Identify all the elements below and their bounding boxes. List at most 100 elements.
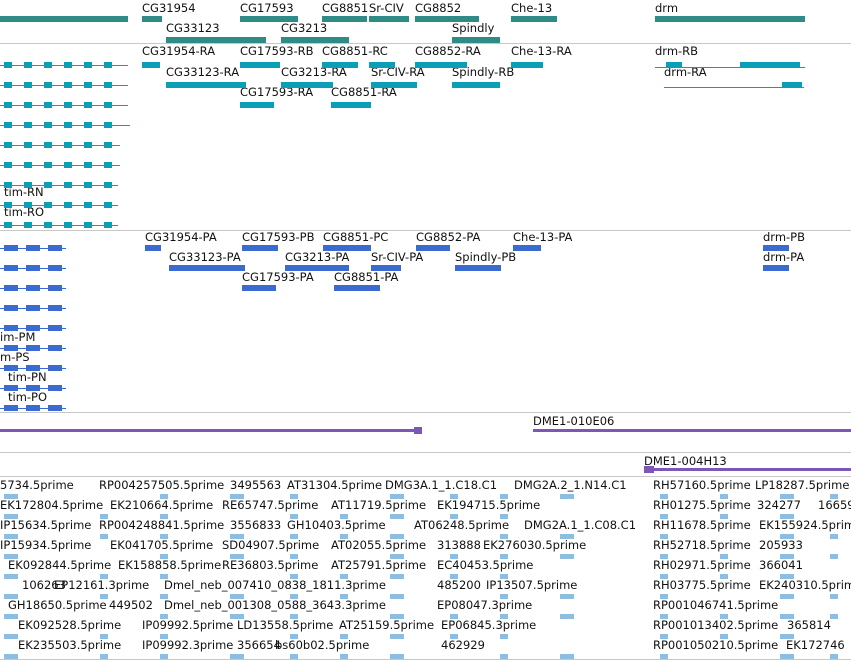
- transcript-feature[interactable]: [369, 62, 395, 68]
- transcripts-rna-label-cg17593-ra[interactable]: CG17593-RA: [240, 85, 314, 99]
- tim-protein-exon[interactable]: [26, 305, 40, 311]
- est-mark[interactable]: [450, 614, 458, 619]
- est-mark[interactable]: [160, 514, 168, 519]
- est-mark[interactable]: [100, 594, 108, 599]
- transcript-feature[interactable]: [142, 62, 160, 68]
- tim-exon[interactable]: [84, 142, 92, 148]
- tim-protein-exon[interactable]: [48, 325, 62, 331]
- est-mark[interactable]: [4, 594, 18, 599]
- est-mark[interactable]: [290, 614, 298, 619]
- tim-exon[interactable]: [64, 122, 72, 128]
- transcript-feature[interactable]: [331, 102, 371, 108]
- proteins-label-cg8851-pa[interactable]: CG8851-PA: [334, 270, 399, 284]
- transcript-feature[interactable]: [322, 62, 358, 68]
- protein-feature[interactable]: [242, 245, 278, 251]
- tim-protein-exon[interactable]: [26, 345, 40, 351]
- ests-label-gh18650-5prime[interactable]: GH18650.5prime: [8, 598, 107, 612]
- tim-exon[interactable]: [64, 102, 72, 108]
- ests-label-dmg3a-1-1-c18-c1[interactable]: DMG3A.1_1.C18.C1: [385, 478, 498, 492]
- est-mark[interactable]: [500, 634, 508, 639]
- transcript-feature[interactable]: [452, 82, 500, 88]
- est-mark[interactable]: [780, 594, 794, 599]
- protein-feature[interactable]: [334, 285, 380, 291]
- est-mark[interactable]: [100, 654, 108, 659]
- ests-label-at31304-5prime[interactable]: AT31304.5prime: [287, 478, 383, 492]
- est-mark[interactable]: [340, 654, 348, 659]
- est-mark[interactable]: [160, 654, 168, 659]
- est-mark[interactable]: [450, 494, 458, 499]
- ests-label-356654[interactable]: 356654: [237, 638, 281, 652]
- clone-bar-end[interactable]: [414, 427, 422, 434]
- ests-label-ip13507-5prime[interactable]: IP13507.5prime: [486, 578, 578, 592]
- est-mark[interactable]: [560, 654, 574, 659]
- protein-feature[interactable]: [145, 245, 161, 251]
- est-mark[interactable]: [830, 494, 838, 499]
- transcripts-rna-label-cg31954-ra[interactable]: CG31954-RA: [142, 44, 216, 58]
- est-mark[interactable]: [560, 494, 574, 499]
- est-mark[interactable]: [390, 594, 404, 599]
- tim-exon[interactable]: [4, 122, 12, 128]
- tim-transcript-line[interactable]: [0, 145, 120, 146]
- proteins-label-drm-pa[interactable]: drm-PA: [763, 250, 805, 264]
- transcripts-rna-label-cg8851-rc[interactable]: CG8851-RC: [322, 44, 388, 58]
- tim-exon[interactable]: [84, 222, 92, 228]
- est-mark[interactable]: [100, 534, 108, 539]
- tim-transcript-line[interactable]: [0, 225, 118, 226]
- ests-label-366041[interactable]: 366041: [759, 558, 803, 572]
- est-mark[interactable]: [290, 634, 298, 639]
- tim-exon[interactable]: [104, 82, 112, 88]
- tim-exon[interactable]: [64, 62, 72, 68]
- tim-exon[interactable]: [44, 162, 52, 168]
- tim-exon[interactable]: [24, 102, 32, 108]
- tim-exon[interactable]: [104, 222, 112, 228]
- ests-label-rh03775-5prime[interactable]: RH03775.5prime: [653, 578, 751, 592]
- est-mark[interactable]: [230, 534, 244, 539]
- tim-exon[interactable]: [84, 82, 92, 88]
- clone-bar[interactable]: [533, 429, 851, 432]
- ests-label-ep12161-3prime[interactable]: EP12161.3prime: [54, 578, 150, 592]
- ests-label-re36803-5prime[interactable]: RE36803.5prime: [222, 558, 319, 572]
- tim-protein-exon[interactable]: [48, 385, 62, 391]
- est-mark[interactable]: [4, 534, 18, 539]
- tim-exon[interactable]: [4, 62, 12, 68]
- tim-protein-exon[interactable]: [26, 385, 40, 391]
- proteins-label-sr-civ-pa[interactable]: Sr-CIV-PA: [371, 250, 424, 264]
- ests-label-5734-5prime[interactable]: 5734.5prime: [0, 478, 74, 492]
- proteins-label-che-13-pa[interactable]: Che-13-PA: [513, 230, 573, 244]
- tim-protein-exon[interactable]: [26, 405, 40, 411]
- ests-label-re65747-5prime[interactable]: RE65747.5prime: [222, 498, 319, 512]
- gene-feature[interactable]: [511, 16, 557, 22]
- ests-label-rh57160-5prime[interactable]: RH57160.5prime: [653, 478, 751, 492]
- est-mark[interactable]: [4, 634, 18, 639]
- ests-label-ek194715-5prime[interactable]: EK194715.5prime: [437, 498, 541, 512]
- est-mark[interactable]: [830, 614, 838, 619]
- ests-label-dmel-neb-001308-0588-3643-3prime[interactable]: Dmel_neb_001308_0588_3643.3prime: [164, 598, 386, 612]
- est-mark[interactable]: [500, 654, 508, 659]
- est-mark[interactable]: [720, 554, 728, 559]
- ests-label-at25791-5prime[interactable]: AT25791.5prime: [331, 558, 427, 572]
- ests-label-at02055-5prime[interactable]: AT02055.5prime: [331, 538, 427, 552]
- tim-exon[interactable]: [4, 102, 12, 108]
- tim-exon[interactable]: [4, 222, 12, 228]
- est-mark[interactable]: [500, 594, 508, 599]
- est-mark[interactable]: [390, 494, 404, 499]
- tim-exon[interactable]: [104, 162, 112, 168]
- proteins-label-cg31954-pa[interactable]: CG31954-PA: [145, 230, 217, 244]
- tim-protein-exon[interactable]: [4, 285, 18, 291]
- tim-exon[interactable]: [44, 102, 52, 108]
- tim-exon[interactable]: [84, 122, 92, 128]
- est-mark[interactable]: [780, 574, 794, 579]
- ests-label-dmg2a-1-1-c08-c1[interactable]: DMG2A.1_1.C08.C1: [524, 518, 637, 532]
- tim-exon[interactable]: [24, 122, 32, 128]
- ests-label-rh52718-5prime[interactable]: RH52718.5prime: [653, 538, 751, 552]
- tim-protein-exon[interactable]: [48, 305, 62, 311]
- transcript-feature[interactable]: [166, 82, 246, 88]
- est-mark[interactable]: [660, 634, 668, 639]
- gene-span-label-cg17593[interactable]: CG17593: [240, 1, 294, 15]
- est-mark[interactable]: [160, 614, 168, 619]
- est-mark[interactable]: [390, 654, 404, 659]
- est-mark[interactable]: [450, 574, 458, 579]
- tim-exon[interactable]: [64, 182, 72, 188]
- est-mark[interactable]: [780, 494, 794, 499]
- ests-label-ek210664-5prime[interactable]: EK210664.5prime: [110, 498, 214, 512]
